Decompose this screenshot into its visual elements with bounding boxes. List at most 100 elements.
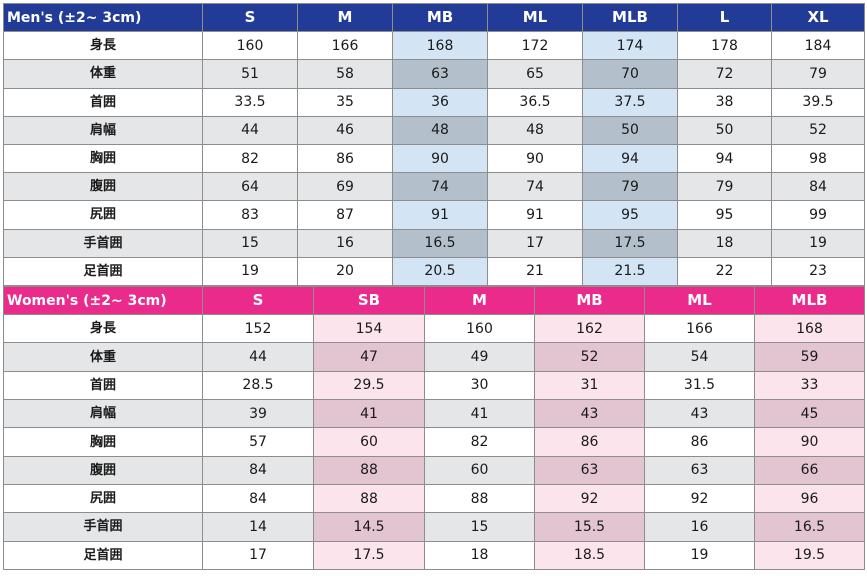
table-cell: 41: [313, 399, 425, 429]
table-cell: 74: [487, 172, 583, 202]
table-cell: 18: [424, 540, 535, 570]
table-cell: 43: [534, 399, 645, 429]
table-cell: 92: [534, 483, 645, 514]
womens-size-header-s: S: [202, 285, 314, 316]
table-row: 首囲 33.5 35 36 36.5 37.5 38 39.5: [3, 87, 865, 117]
table-cell: 154: [313, 314, 425, 344]
table-cell: 168: [754, 314, 865, 344]
row-label: 胸囲: [3, 427, 203, 457]
table-cell: 46: [297, 115, 393, 145]
row-label: 体重: [3, 59, 203, 89]
table-cell: 20: [297, 256, 393, 286]
table-cell: 60: [424, 455, 535, 485]
table-cell: 16.5: [392, 228, 488, 258]
row-label: 肩幅: [3, 115, 203, 145]
table-cell: 48: [392, 115, 488, 145]
table-cell: 69: [297, 172, 393, 202]
table-cell: 79: [771, 59, 865, 89]
table-cell: 94: [677, 143, 772, 174]
row-label: 身長: [3, 31, 203, 61]
table-cell: 50: [582, 115, 678, 145]
table-cell: 82: [424, 427, 535, 457]
table-cell: 17: [202, 540, 314, 570]
table-row: 体重 44 47 49 52 54 59: [3, 342, 865, 372]
table-cell: 86: [534, 427, 645, 457]
table-cell: 84: [202, 455, 314, 485]
table-cell: 88: [313, 483, 425, 514]
womens-size-header-m: M: [424, 285, 535, 316]
table-cell: 86: [644, 427, 755, 457]
table-row: 手首囲 15 16 16.5 17 17.5 18 19: [3, 228, 865, 258]
table-row: 胸囲 82 86 90 90 94 94 98: [3, 143, 865, 174]
table-cell: 41: [424, 399, 535, 429]
table-cell: 58: [297, 59, 393, 89]
table-cell: 15: [424, 512, 535, 542]
table-cell: 31.5: [644, 370, 755, 401]
table-cell: 52: [771, 115, 865, 145]
table-cell: 44: [202, 342, 314, 372]
table-cell: 162: [534, 314, 645, 344]
table-cell: 160: [202, 31, 298, 61]
table-cell: 19: [202, 256, 298, 286]
table-row: 胸囲 57 60 82 86 86 90: [3, 427, 865, 457]
table-cell: 70: [582, 59, 678, 89]
row-label: 腹囲: [3, 172, 203, 202]
row-label: 手首囲: [3, 228, 203, 258]
table-cell: 84: [771, 172, 865, 202]
table-cell: 92: [644, 483, 755, 514]
table-row: 肩幅 44 46 48 48 50 50 52: [3, 115, 865, 145]
mens-size-header-mlb: MLB: [582, 2, 678, 33]
table-row: 尻囲 83 87 91 91 95 95 99: [3, 200, 865, 230]
row-label: 首囲: [3, 370, 203, 401]
table-cell: 160: [424, 314, 535, 344]
table-cell: 19.5: [754, 540, 865, 570]
table-cell: 30: [424, 370, 535, 401]
table-cell: 172: [487, 31, 583, 61]
table-cell: 166: [297, 31, 393, 61]
table-cell: 74: [392, 172, 488, 202]
table-cell: 152: [202, 314, 314, 344]
table-cell: 16: [644, 512, 755, 542]
table-cell: 31: [534, 370, 645, 401]
table-cell: 90: [754, 427, 865, 457]
table-cell: 72: [677, 59, 772, 89]
table-cell: 16.5: [754, 512, 865, 542]
table-cell: 29.5: [313, 370, 425, 401]
table-cell: 18.5: [534, 540, 645, 570]
table-cell: 17.5: [313, 540, 425, 570]
table-cell: 38: [677, 87, 772, 117]
table-cell: 79: [677, 172, 772, 202]
table-cell: 98: [771, 143, 865, 174]
table-cell: 84: [202, 483, 314, 514]
table-cell: 96: [754, 483, 865, 514]
mens-size-table: Men's (±2~ 3cm) S M MB ML MLB L XL 身長 160 166 168 1…: [3, 2, 865, 286]
table-cell: 64: [202, 172, 298, 202]
table-row: 体重 51 58 63 65 70 72 79: [3, 59, 865, 89]
table-cell: 36: [392, 87, 488, 117]
table-cell: 63: [392, 59, 488, 89]
row-label: 肩幅: [3, 399, 203, 429]
row-label: 手首囲: [3, 512, 203, 542]
mens-size-header-l: L: [677, 2, 772, 33]
table-cell: 17.5: [582, 228, 678, 258]
table-cell: 22: [677, 256, 772, 286]
table-cell: 52: [534, 342, 645, 372]
table-cell: 168: [392, 31, 488, 61]
table-cell: 28.5: [202, 370, 314, 401]
row-label: 胸囲: [3, 143, 203, 174]
table-cell: 51: [202, 59, 298, 89]
table-cell: 47: [313, 342, 425, 372]
table-cell: 63: [534, 455, 645, 485]
table-cell: 65: [487, 59, 583, 89]
mens-table-title: Men's (±2~ 3cm): [3, 2, 203, 33]
table-cell: 174: [582, 31, 678, 61]
table-cell: 39.5: [771, 87, 865, 117]
table-cell: 87: [297, 200, 393, 230]
table-cell: 83: [202, 200, 298, 230]
table-cell: 43: [644, 399, 755, 429]
table-cell: 49: [424, 342, 535, 372]
table-cell: 48: [487, 115, 583, 145]
table-row: 足首囲 19 20 20.5 21 21.5 22 23: [3, 256, 865, 286]
table-cell: 57: [202, 427, 314, 457]
table-cell: 17: [487, 228, 583, 258]
